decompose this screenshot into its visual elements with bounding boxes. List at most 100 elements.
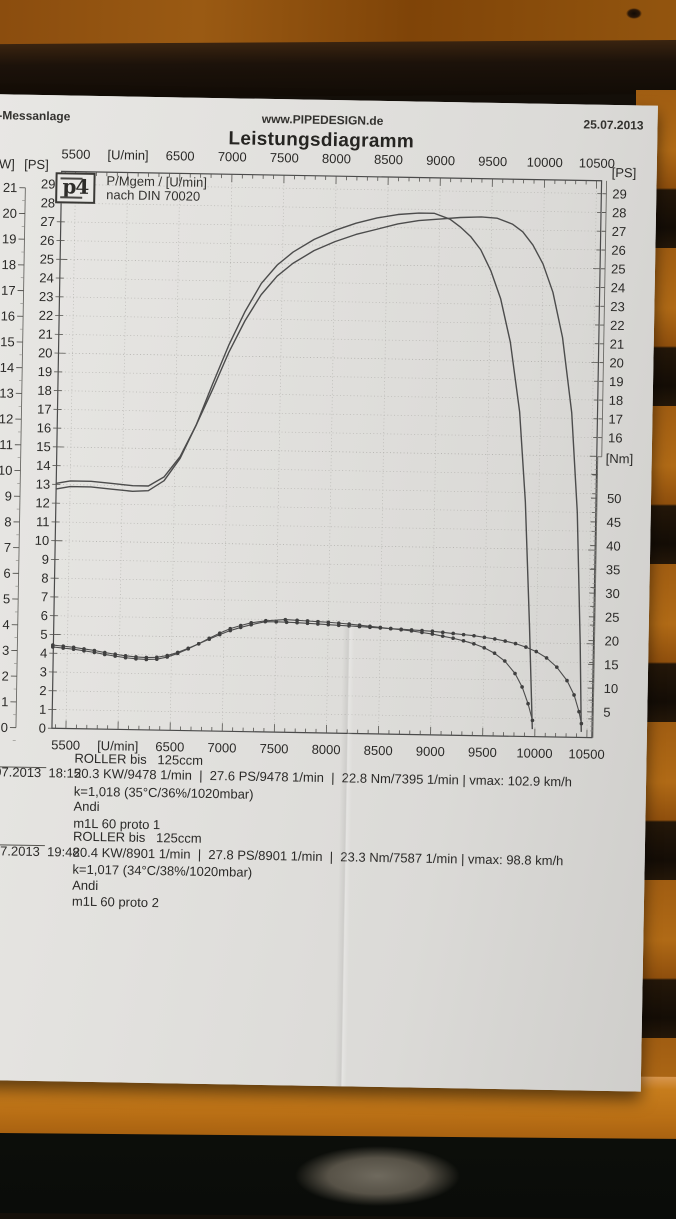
grid-line-horizontal (56, 522, 596, 531)
grid-line-horizontal (57, 466, 597, 475)
ps-tick-label-right: 19 (609, 374, 624, 389)
x-tick-label-top: 8500 (374, 152, 403, 168)
kw-axis-unit: [KW] (0, 156, 15, 171)
nm-tick-label: 40 (606, 538, 621, 553)
run-2-datetime: 25.07.2013 19:48 (0, 843, 80, 860)
wood-plank-gap (0, 40, 676, 98)
run-1-datetime: 25.07.2013 18:15 (0, 764, 81, 781)
x-tick-label-bottom: 9500 (468, 745, 497, 761)
kw-tick-label: 14 (0, 360, 14, 375)
x-tick-label-top: 5500 (61, 146, 90, 162)
x-tick-label-top: 7500 (270, 150, 299, 166)
torque-data-point (451, 632, 455, 636)
grid-line-horizontal (56, 503, 596, 512)
ps-tick-label-left: 1 (39, 702, 46, 717)
grid-line-horizontal (59, 297, 599, 306)
kw-tick-label: 16 (1, 308, 16, 323)
ps-tick-label-left: 21 (38, 326, 53, 341)
run-1-operator: Andi (73, 799, 99, 814)
p4-logo-bottomline (60, 196, 82, 198)
ps-tick-label-right: 25 (611, 261, 626, 276)
ps-tick-label-right: 21 (610, 336, 625, 351)
grid-line-horizontal (61, 203, 601, 212)
x-tick-label-top: 9500 (478, 154, 507, 170)
power-torque-chart: 55005500[U/min][U/min]650065007000700075… (0, 94, 658, 1092)
p4-logo: p4 (55, 172, 96, 204)
ps-tick-label-left: 0 (39, 721, 46, 736)
torque-data-point (462, 633, 466, 637)
grid-line-vertical (222, 174, 232, 731)
grid-line-horizontal (53, 691, 593, 700)
grid-line-horizontal (54, 597, 594, 606)
ps-tick-label-left: 14 (36, 458, 51, 473)
kw-tick-label: 9 (5, 488, 12, 503)
grid-line-horizontal (60, 259, 600, 268)
x-tick-label-bottom: 7500 (259, 741, 288, 757)
nm-tick-label: 35 (606, 562, 621, 577)
x-tick-label-top: 10500 (579, 155, 615, 171)
ps-tick-label-left: 2 (39, 683, 46, 698)
ps-tick-label-left: 3 (40, 664, 47, 679)
torque-data-point (526, 702, 530, 706)
grid-line-horizontal (58, 372, 598, 381)
x-tick-label-bottom: 8500 (364, 743, 393, 759)
ps-axis-unit-left: [PS] (24, 157, 49, 172)
torque-data-point (451, 636, 455, 640)
ps-tick-label-left: 20 (38, 345, 53, 360)
x-tick-label-bottom: 10000 (516, 745, 552, 761)
torque-data-point (462, 639, 466, 643)
torque-data-point (441, 634, 445, 638)
torque-data-point (472, 634, 476, 638)
legend-line-2: nach DIN 70020 (106, 187, 200, 204)
grid-line-vertical (587, 181, 597, 738)
ps-tick-label-left: 24 (39, 270, 54, 285)
x-tick-label-top: 10000 (527, 154, 563, 170)
x-tick-label-top: 6500 (166, 148, 195, 164)
torque-data-point (472, 642, 476, 646)
grid-line-horizontal (58, 409, 598, 418)
kw-tick-label: 13 (0, 386, 14, 401)
p4-logo-topline (61, 177, 83, 179)
torque-data-point (572, 693, 576, 697)
torque-data-point (520, 685, 524, 689)
kw-tick-label: 6 (3, 566, 10, 581)
ps-right-ruler (602, 181, 607, 457)
run-2-category: ROLLER bis 125ccm (73, 829, 202, 846)
ps-tick-label-left: 22 (39, 308, 54, 323)
torque-data-point (483, 636, 487, 640)
x-tick-label-bottom: 10500 (568, 746, 604, 762)
x-tick-label-top: 8000 (322, 151, 351, 167)
kw-tick-label: 2 (1, 668, 8, 683)
kw-tick-label: 8 (4, 514, 11, 529)
torque-data-point (531, 719, 535, 723)
grid-line-horizontal (55, 541, 595, 550)
ps-tick-label-left: 15 (36, 439, 51, 454)
ps-tick-label-left: 26 (40, 233, 55, 248)
x-tick-label-top: 7000 (218, 149, 247, 165)
grid-line-horizontal (57, 447, 597, 456)
ps-tick-label-right: 27 (612, 224, 627, 239)
grid-line-vertical (431, 178, 441, 735)
grid-line-horizontal (53, 672, 593, 681)
x-tick-label-bottom: 8000 (312, 742, 341, 758)
ps-tick-label-right: 22 (610, 318, 625, 333)
plot-border (52, 171, 602, 737)
x-tick-label-top: 9000 (426, 153, 455, 169)
nm-tick-label: 50 (607, 491, 622, 506)
ps-tick-label-left: 8 (41, 570, 48, 585)
torque-data-point (441, 631, 445, 635)
grid-line-horizontal (57, 428, 597, 437)
grid-line-horizontal (55, 559, 595, 568)
wood-knot (626, 8, 642, 19)
x-tick-label-top: [U/min] (107, 147, 148, 163)
ps-tick-label-left: 9 (42, 552, 49, 567)
torque-data-point (389, 627, 393, 631)
kw-tick-label: 7 (4, 540, 11, 555)
ps-tick-label-left: 25 (40, 251, 55, 266)
ps-tick-label-right: 20 (609, 355, 624, 370)
run-2-correction: k=1,017 (34°C/38%/1020mbar) (72, 862, 252, 880)
nm-tick-label: 5 (603, 705, 610, 720)
nm-tick-label: 15 (604, 657, 619, 672)
stone (295, 1146, 460, 1206)
torque-data-point (577, 710, 581, 714)
